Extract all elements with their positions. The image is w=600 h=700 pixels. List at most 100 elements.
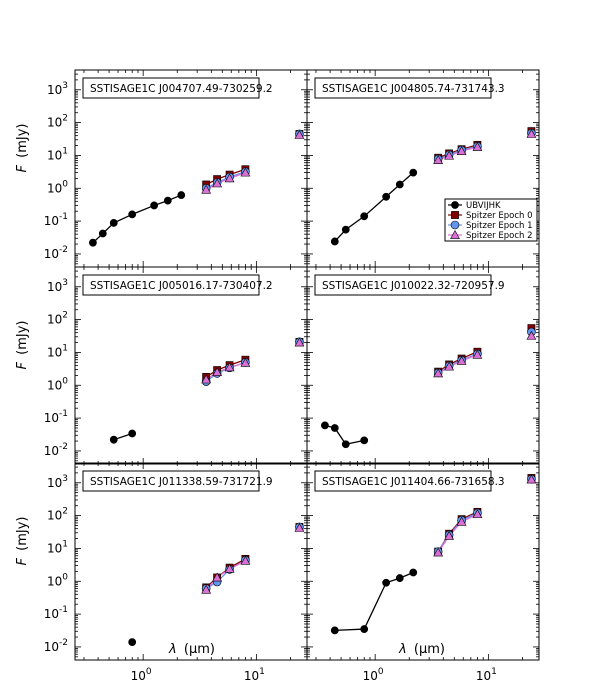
y-tick-label-base: 10 (47, 116, 62, 130)
y-tick-label: 102 (47, 311, 68, 327)
data-point-epoch2 (433, 155, 444, 164)
data-point-optical (409, 568, 418, 577)
data-point-epoch2 (212, 178, 223, 188)
y-axis-title-bottom: F (mJy) (15, 517, 30, 566)
x-tick-label-exponent: 0 (378, 667, 384, 677)
x-tick-label-exponent: 1 (491, 667, 497, 677)
data-point-optical (395, 180, 404, 189)
legend-label: Spitzer Epoch 1 (466, 221, 533, 231)
y-tick-label-exponent: 0 (62, 572, 68, 582)
panel-title-border (314, 470, 492, 492)
x-tick-label-base: 10 (363, 669, 378, 683)
x-tick-label: 100 (363, 667, 384, 683)
y-tick-label-base: 10 (44, 214, 59, 228)
legend-marker-epoch0 (451, 211, 459, 219)
data-point-epoch2 (444, 361, 455, 371)
data-point-epoch2 (294, 129, 305, 139)
data-point-optical (321, 421, 329, 430)
y-axis-title-top: F (mJy) (15, 124, 30, 173)
data-point-epoch2 (201, 374, 212, 384)
x-axis-title-right: λ (μm) (398, 642, 445, 657)
x-axis-title-left: λ (μm) (168, 642, 215, 657)
y-tick-label-exponent: -2 (59, 638, 68, 648)
data-point-epoch2 (456, 146, 467, 155)
data-point-optical (128, 638, 137, 647)
legend-label: Spitzer Epoch 0 (466, 211, 533, 221)
data-point-epoch2 (472, 509, 483, 519)
panel-frame (306, 462, 540, 661)
data-point-epoch2 (240, 357, 251, 367)
y-tick-label-base: 10 (47, 509, 62, 523)
y-tick-label-exponent: -1 (59, 605, 68, 615)
y-tick-label-base: 10 (47, 83, 62, 97)
data-point-epoch2 (224, 563, 235, 573)
x-tick-label-base: 10 (244, 669, 259, 683)
y-tick-label-exponent: 3 (62, 474, 68, 484)
data-point-epoch2 (201, 184, 212, 194)
data-point-optical (177, 191, 186, 199)
y-tick-label-base: 10 (44, 444, 59, 458)
panel-title-border (82, 77, 260, 99)
series-line-epoch2 (437, 146, 478, 161)
panel-frame (306, 266, 540, 465)
y-tick-label-base: 10 (47, 476, 62, 490)
series-line-epoch1 (205, 171, 246, 189)
series-line-epoch1 (437, 145, 478, 160)
y-tick-label: 100 (47, 572, 68, 588)
y-tick-label-exponent: -2 (59, 245, 68, 255)
y-tick-label: 103 (47, 474, 68, 490)
y-axis-title-symbol: F (15, 164, 30, 172)
x-axis-title-unit: (μm) (414, 642, 445, 657)
panel-title-box: SSTISAGE1C J004805.74-731743.3 (314, 77, 505, 99)
data-point-epoch2 (456, 355, 467, 365)
y-tick-label-base: 10 (47, 313, 62, 327)
y-tick-label: 100 (47, 179, 68, 195)
panel-6: 100 10 1 SSTISAGE1C J011404.66-731658.3 (306, 462, 540, 683)
x-axis-title-symbol: λ (398, 642, 407, 657)
y-tick-label-exponent: 3 (62, 81, 68, 91)
data-point-epoch2 (444, 530, 455, 540)
series-line-optical (324, 424, 365, 445)
y-tick-label-base: 10 (44, 607, 59, 621)
panel-title-box: SSTISAGE1C J011404.66-731658.3 (314, 470, 505, 492)
data-point-optical (341, 440, 350, 449)
data-point-epoch2 (294, 337, 305, 347)
y-tick-label: 10-1 (44, 605, 68, 621)
y-tick-label-exponent: 2 (62, 507, 68, 517)
legend-marker-epoch2 (450, 229, 460, 239)
data-point-optical (382, 578, 391, 587)
data-point-epoch2 (526, 330, 537, 340)
x-tick-label-exponent: 1 (259, 667, 265, 677)
panel-title-border (314, 77, 492, 99)
data-point-epoch2 (444, 150, 455, 160)
y-tick-label-exponent: -1 (59, 409, 68, 419)
data-point-optical (330, 424, 339, 432)
y-axis-title-symbol: F (15, 557, 30, 565)
legend-label: Spitzer Epoch 2 (466, 231, 533, 241)
y-tick-label-base: 10 (47, 345, 62, 359)
data-point-epoch2 (472, 142, 483, 151)
data-point-optical (89, 238, 97, 247)
y-tick-label-exponent: 3 (62, 278, 68, 288)
y-tick-label-base: 10 (44, 411, 59, 425)
data-point-epoch2 (201, 584, 212, 594)
panel-title: SSTISAGE1C J011338.59-731721.9 (90, 476, 273, 488)
y-tick-label-base: 10 (47, 148, 62, 162)
panel-title: SSTISAGE1C J004805.74-731743.3 (322, 83, 505, 95)
data-point-optical (341, 225, 350, 234)
data-point-optical (98, 229, 107, 238)
data-point-epoch2 (456, 516, 467, 526)
y-tick-label-exponent: -2 (59, 442, 68, 452)
y-tick-label-base: 10 (44, 640, 59, 654)
panel-title: SSTISAGE1C J005016.17-730407.2 (90, 280, 273, 292)
y-tick-label-exponent: 1 (62, 539, 68, 549)
data-point-optical (128, 210, 137, 219)
legend-label: UBVIJHK (466, 201, 501, 211)
legend-marker-epoch1 (450, 220, 460, 230)
axis-labels-group: λ (μm) λ (μm) F (mJy) F (mJy) F (mJy) (15, 124, 445, 657)
panel-title-border (314, 274, 492, 296)
